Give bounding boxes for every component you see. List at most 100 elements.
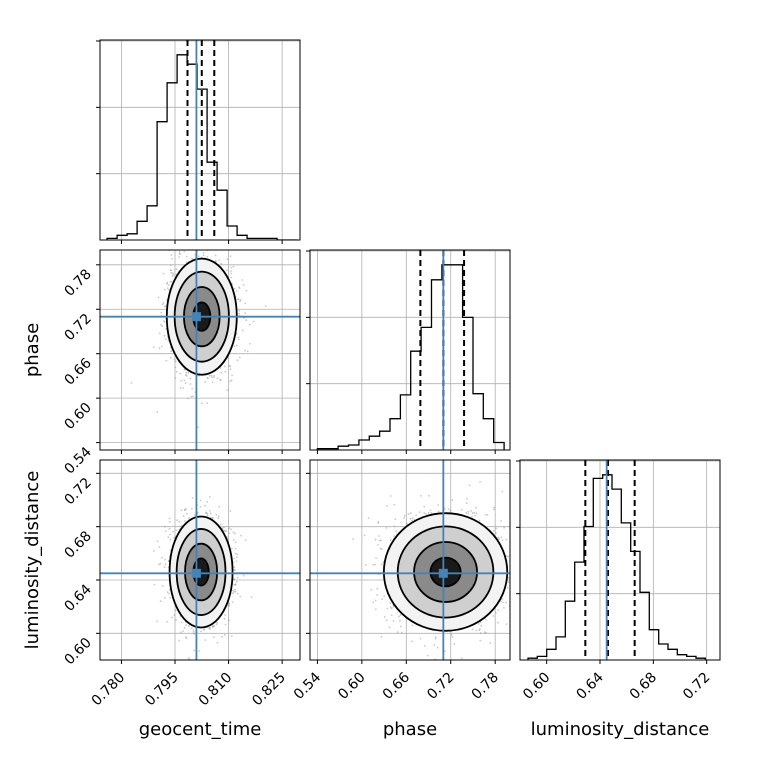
sample-point: [238, 286, 240, 289]
sample-point: [197, 426, 200, 428]
sample-point: [500, 536, 502, 539]
sample-point: [185, 636, 187, 638]
sample-point: [160, 345, 163, 348]
sample-point: [233, 578, 235, 581]
sample-point: [164, 338, 167, 340]
sample-point: [204, 242, 206, 244]
sample-point: [179, 253, 182, 255]
sample-point: [480, 624, 483, 627]
sample-point: [497, 609, 500, 612]
sample-point: [423, 505, 426, 508]
sample-point: [352, 538, 355, 540]
sample-point: [466, 497, 468, 500]
sample-point: [192, 395, 195, 398]
sample-point: [525, 573, 527, 575]
sample-point: [479, 632, 482, 634]
sample-point: [235, 560, 238, 563]
sample-point: [231, 601, 234, 603]
sample-point: [218, 505, 221, 508]
sample-point: [158, 332, 161, 335]
sample-point: [166, 281, 169, 284]
sample-point: [236, 553, 239, 556]
sample-point: [233, 578, 236, 581]
sample-point: [211, 624, 214, 627]
sample-point: [238, 338, 240, 341]
sample-point: [378, 539, 381, 542]
y-tick-label: 0.68: [61, 528, 94, 561]
sample-point: [190, 627, 193, 630]
sample-point: [486, 514, 489, 516]
sample-point: [234, 552, 237, 555]
sample-point: [199, 506, 202, 508]
sample-point: [180, 509, 183, 512]
sample-point: [489, 642, 492, 644]
y-tick-label: 0.64: [61, 581, 94, 614]
sample-point: [467, 513, 469, 515]
sample-point: [429, 509, 432, 512]
sample-point: [228, 602, 231, 605]
sample-point: [392, 606, 395, 608]
sample-point: [189, 383, 192, 385]
sample-point: [159, 562, 162, 565]
sample-point: [166, 287, 169, 290]
y-tick-label: 0.72: [61, 475, 94, 508]
sample-point: [212, 636, 215, 639]
sample-point: [233, 583, 236, 586]
sample-point: [423, 512, 426, 514]
sample-point: [465, 502, 468, 505]
sample-point: [170, 264, 172, 266]
sample-point: [517, 536, 519, 538]
sample-point: [228, 532, 231, 535]
scatter-panel-geocent-time-vs-phase: 0.540.600.660.720.78: [61, 242, 301, 477]
sample-point: [234, 583, 237, 586]
sample-point: [406, 522, 409, 525]
sample-point: [436, 646, 439, 649]
y-tick-label: 0.54: [61, 444, 94, 477]
sample-point: [375, 557, 377, 559]
x-tick-label: 0.810: [196, 670, 236, 710]
sample-point: [211, 376, 214, 379]
sample-point: [223, 529, 225, 532]
sample-point: [163, 334, 166, 337]
sample-point: [213, 374, 216, 377]
sample-point: [229, 270, 232, 272]
sample-point: [216, 377, 219, 380]
sample-point: [175, 370, 178, 373]
sample-point: [437, 510, 440, 513]
sample-point: [393, 535, 395, 537]
sample-point: [185, 637, 188, 640]
sample-point: [163, 305, 166, 308]
sample-point: [223, 365, 226, 368]
sample-point: [166, 620, 169, 623]
sample-point: [236, 359, 239, 362]
sample-point: [385, 619, 388, 622]
sample-point: [174, 609, 177, 612]
contour-1: [168, 515, 234, 629]
sample-point: [389, 606, 392, 609]
sample-point: [500, 520, 502, 522]
sample-point: [471, 628, 474, 631]
sample-point: [164, 563, 167, 566]
sample-point: [212, 516, 214, 519]
sample-point: [493, 530, 495, 532]
sample-point: [242, 574, 245, 577]
sample-point: [244, 349, 246, 352]
sample-point: [492, 508, 495, 511]
panel-frame: [99, 459, 301, 661]
sample-point: [234, 590, 237, 593]
sample-point: [505, 555, 508, 558]
sample-point: [521, 539, 523, 541]
sample-point: [169, 269, 172, 271]
sample-point: [175, 268, 178, 271]
x-tick-label: 0.795: [142, 670, 182, 710]
sample-point: [161, 303, 164, 306]
sample-point: [182, 387, 185, 389]
sample-point: [191, 258, 193, 260]
sample-point: [530, 540, 532, 542]
sample-point: [244, 539, 247, 541]
sample-point: [231, 547, 233, 550]
sample-point: [505, 623, 508, 625]
sample-point: [209, 628, 211, 630]
sample-point: [188, 517, 191, 520]
